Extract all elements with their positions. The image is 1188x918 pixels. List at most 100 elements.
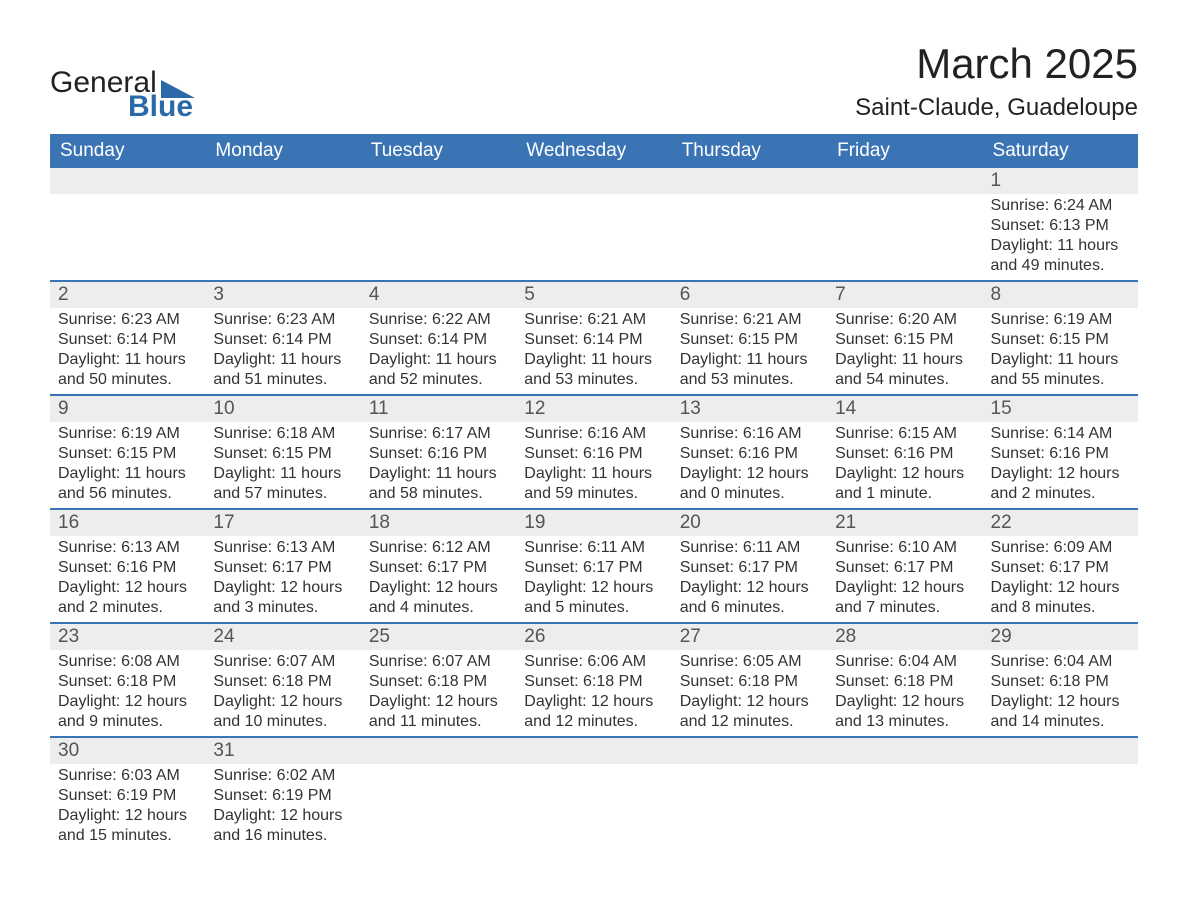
day-data: Sunrise: 6:08 AMSunset: 6:18 PMDaylight:… <box>50 650 205 736</box>
calendar-day-cell: 26Sunrise: 6:06 AMSunset: 6:18 PMDayligh… <box>516 623 671 737</box>
day-sunrise: Sunrise: 6:20 AM <box>835 310 974 330</box>
day-dl2: and 54 minutes. <box>835 370 974 390</box>
day-dl2: and 9 minutes. <box>58 712 197 732</box>
calendar-day-cell <box>672 168 827 281</box>
day-sunrise: Sunrise: 6:23 AM <box>58 310 197 330</box>
day-data: Sunrise: 6:13 AMSunset: 6:17 PMDaylight:… <box>205 536 360 622</box>
day-dl1: Daylight: 12 hours <box>369 578 508 598</box>
day-data: Sunrise: 6:11 AMSunset: 6:17 PMDaylight:… <box>672 536 827 622</box>
day-dl2: and 1 minute. <box>835 484 974 504</box>
day-dl2: and 11 minutes. <box>369 712 508 732</box>
day-data: Sunrise: 6:07 AMSunset: 6:18 PMDaylight:… <box>205 650 360 736</box>
day-sunrise: Sunrise: 6:02 AM <box>213 766 352 786</box>
day-data: Sunrise: 6:07 AMSunset: 6:18 PMDaylight:… <box>361 650 516 736</box>
day-dl2: and 58 minutes. <box>369 484 508 504</box>
day-dl1: Daylight: 12 hours <box>369 692 508 712</box>
calendar-day-cell: 4Sunrise: 6:22 AMSunset: 6:14 PMDaylight… <box>361 281 516 395</box>
calendar-week-row: 2Sunrise: 6:23 AMSunset: 6:14 PMDaylight… <box>50 281 1138 395</box>
day-number <box>672 738 827 764</box>
calendar-day-cell: 11Sunrise: 6:17 AMSunset: 6:16 PMDayligh… <box>361 395 516 509</box>
weekday-header-row: SundayMondayTuesdayWednesdayThursdayFrid… <box>50 134 1138 168</box>
day-sunset: Sunset: 6:14 PM <box>524 330 663 350</box>
calendar-day-cell: 27Sunrise: 6:05 AMSunset: 6:18 PMDayligh… <box>672 623 827 737</box>
day-sunrise: Sunrise: 6:16 AM <box>524 424 663 444</box>
day-number: 5 <box>516 282 671 308</box>
calendar-day-cell <box>983 737 1138 850</box>
day-dl1: Daylight: 11 hours <box>991 236 1130 256</box>
day-number: 3 <box>205 282 360 308</box>
day-sunrise: Sunrise: 6:16 AM <box>680 424 819 444</box>
calendar-table: SundayMondayTuesdayWednesdayThursdayFrid… <box>50 134 1138 850</box>
day-data <box>983 764 1138 770</box>
day-number: 21 <box>827 510 982 536</box>
calendar-day-cell: 9Sunrise: 6:19 AMSunset: 6:15 PMDaylight… <box>50 395 205 509</box>
day-dl2: and 16 minutes. <box>213 826 352 846</box>
day-data <box>361 194 516 200</box>
day-dl1: Daylight: 11 hours <box>991 350 1130 370</box>
day-sunrise: Sunrise: 6:09 AM <box>991 538 1130 558</box>
day-sunset: Sunset: 6:17 PM <box>524 558 663 578</box>
day-number <box>50 168 205 194</box>
weekday-header: Saturday <box>983 134 1138 168</box>
day-sunset: Sunset: 6:19 PM <box>213 786 352 806</box>
calendar-day-cell <box>827 168 982 281</box>
day-data: Sunrise: 6:02 AMSunset: 6:19 PMDaylight:… <box>205 764 360 850</box>
day-number: 1 <box>983 168 1138 194</box>
day-dl2: and 10 minutes. <box>213 712 352 732</box>
day-dl1: Daylight: 11 hours <box>213 464 352 484</box>
day-dl2: and 55 minutes. <box>991 370 1130 390</box>
month-title: March 2025 <box>855 40 1138 88</box>
day-sunset: Sunset: 6:16 PM <box>524 444 663 464</box>
calendar-day-cell <box>672 737 827 850</box>
day-sunset: Sunset: 6:15 PM <box>680 330 819 350</box>
day-dl2: and 4 minutes. <box>369 598 508 618</box>
day-sunset: Sunset: 6:16 PM <box>680 444 819 464</box>
day-number <box>205 168 360 194</box>
day-data: Sunrise: 6:17 AMSunset: 6:16 PMDaylight:… <box>361 422 516 508</box>
day-number <box>361 738 516 764</box>
day-sunset: Sunset: 6:14 PM <box>213 330 352 350</box>
day-data: Sunrise: 6:12 AMSunset: 6:17 PMDaylight:… <box>361 536 516 622</box>
calendar-day-cell: 24Sunrise: 6:07 AMSunset: 6:18 PMDayligh… <box>205 623 360 737</box>
day-sunrise: Sunrise: 6:04 AM <box>991 652 1130 672</box>
day-sunrise: Sunrise: 6:14 AM <box>991 424 1130 444</box>
day-sunset: Sunset: 6:15 PM <box>835 330 974 350</box>
day-number: 27 <box>672 624 827 650</box>
weekday-header: Thursday <box>672 134 827 168</box>
day-dl2: and 57 minutes. <box>213 484 352 504</box>
day-dl2: and 2 minutes. <box>991 484 1130 504</box>
day-dl1: Daylight: 11 hours <box>524 350 663 370</box>
day-dl2: and 59 minutes. <box>524 484 663 504</box>
day-data: Sunrise: 6:09 AMSunset: 6:17 PMDaylight:… <box>983 536 1138 622</box>
day-number <box>827 168 982 194</box>
calendar-week-row: 16Sunrise: 6:13 AMSunset: 6:16 PMDayligh… <box>50 509 1138 623</box>
day-dl2: and 5 minutes. <box>524 598 663 618</box>
day-sunset: Sunset: 6:16 PM <box>835 444 974 464</box>
calendar-day-cell <box>827 737 982 850</box>
calendar-day-cell: 5Sunrise: 6:21 AMSunset: 6:14 PMDaylight… <box>516 281 671 395</box>
day-dl2: and 8 minutes. <box>991 598 1130 618</box>
calendar-week-row: 30Sunrise: 6:03 AMSunset: 6:19 PMDayligh… <box>50 737 1138 850</box>
day-number: 16 <box>50 510 205 536</box>
calendar-day-cell: 20Sunrise: 6:11 AMSunset: 6:17 PMDayligh… <box>672 509 827 623</box>
day-data: Sunrise: 6:22 AMSunset: 6:14 PMDaylight:… <box>361 308 516 394</box>
day-sunset: Sunset: 6:18 PM <box>991 672 1130 692</box>
day-dl2: and 52 minutes. <box>369 370 508 390</box>
day-sunset: Sunset: 6:15 PM <box>213 444 352 464</box>
day-sunrise: Sunrise: 6:10 AM <box>835 538 974 558</box>
day-data: Sunrise: 6:15 AMSunset: 6:16 PMDaylight:… <box>827 422 982 508</box>
day-data: Sunrise: 6:16 AMSunset: 6:16 PMDaylight:… <box>672 422 827 508</box>
day-data <box>50 194 205 200</box>
day-data: Sunrise: 6:13 AMSunset: 6:16 PMDaylight:… <box>50 536 205 622</box>
day-sunset: Sunset: 6:17 PM <box>369 558 508 578</box>
day-number: 7 <box>827 282 982 308</box>
day-sunset: Sunset: 6:17 PM <box>680 558 819 578</box>
location-label: Saint-Claude, Guadeloupe <box>855 94 1138 122</box>
day-dl1: Daylight: 11 hours <box>369 350 508 370</box>
day-data: Sunrise: 6:11 AMSunset: 6:17 PMDaylight:… <box>516 536 671 622</box>
day-dl1: Daylight: 11 hours <box>213 350 352 370</box>
day-data: Sunrise: 6:16 AMSunset: 6:16 PMDaylight:… <box>516 422 671 508</box>
day-number: 12 <box>516 396 671 422</box>
day-sunrise: Sunrise: 6:06 AM <box>524 652 663 672</box>
day-dl1: Daylight: 12 hours <box>680 578 819 598</box>
